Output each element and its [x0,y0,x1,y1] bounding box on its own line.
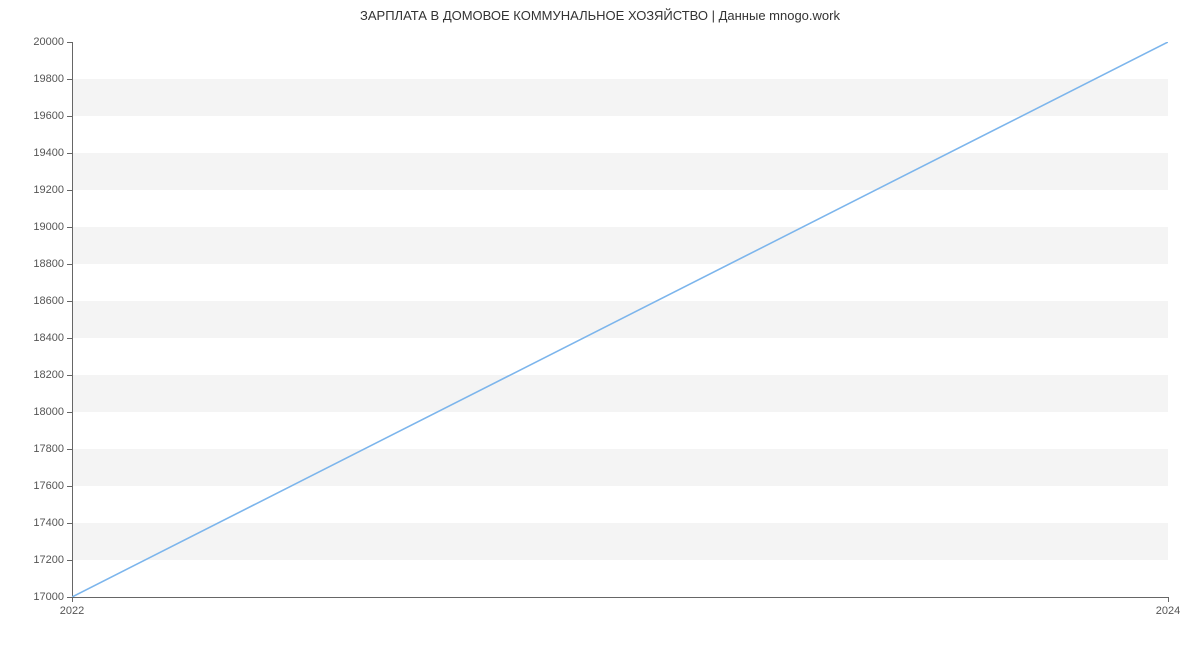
chart-title: ЗАРПЛАТА В ДОМОВОЕ КОММУНАЛЬНОЕ ХОЗЯЙСТВ… [0,8,1200,23]
plot-area: 1700017200174001760017800180001820018400… [72,42,1168,597]
x-tick [72,597,73,602]
y-tick-label: 17600 [20,480,64,492]
salary-line-chart: ЗАРПЛАТА В ДОМОВОЕ КОММУНАЛЬНОЕ ХОЗЯЙСТВ… [0,0,1200,650]
x-tick [1168,597,1169,602]
y-tick-label: 17200 [20,554,64,566]
y-tick-label: 17000 [20,591,64,603]
y-tick-label: 17400 [20,517,64,529]
y-tick-label: 20000 [20,36,64,48]
x-axis-line [72,597,1168,598]
y-tick-label: 19400 [20,147,64,159]
series-layer [72,42,1168,597]
y-tick-label: 19200 [20,184,64,196]
y-tick-label: 18800 [20,258,64,270]
y-tick-label: 18400 [20,332,64,344]
x-tick-label: 2024 [1156,605,1180,617]
y-tick-label: 17800 [20,443,64,455]
y-tick-label: 19800 [20,73,64,85]
y-tick-label: 19000 [20,221,64,233]
y-tick-label: 18600 [20,295,64,307]
series-line-salary [72,42,1168,597]
y-tick-label: 18200 [20,369,64,381]
y-tick-label: 18000 [20,406,64,418]
y-tick-label: 19600 [20,110,64,122]
x-tick-label: 2022 [60,605,84,617]
